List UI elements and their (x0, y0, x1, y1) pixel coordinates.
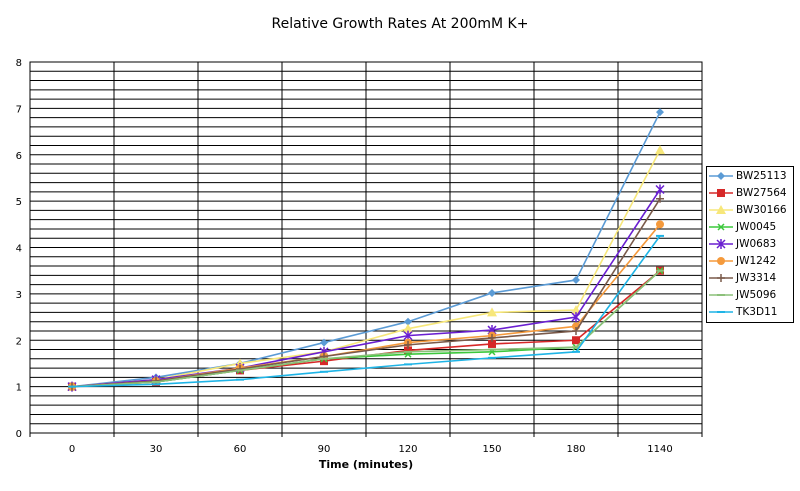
data-point (487, 307, 497, 317)
legend: BW25113 BW27564 BW30166 JW0045 JW0683 JW1242 J… (706, 166, 794, 323)
series-line (71, 270, 661, 388)
series-BW25113 (68, 108, 664, 391)
y-tick-label: 3 (16, 290, 22, 301)
legend-marker (717, 171, 725, 180)
x-tick-label: 120 (398, 444, 417, 455)
data-point (572, 326, 580, 335)
legend-swatch (709, 256, 733, 265)
legend-swatch (709, 171, 733, 180)
legend-label: JW1242 (736, 254, 777, 267)
x-tick-label: 90 (318, 444, 331, 455)
legend-label: JW3314 (736, 271, 777, 284)
y-tick-label: 5 (16, 197, 22, 208)
legend-label: JW0045 (736, 220, 777, 233)
legend-item: JW0045 (707, 218, 793, 235)
legend-label: BW27564 (736, 186, 787, 199)
legend-marker (717, 256, 725, 265)
y-tick-label: 4 (16, 244, 22, 255)
legend-swatch (709, 293, 733, 296)
y-tick-label: 8 (16, 58, 22, 69)
data-point (404, 340, 412, 349)
legend-label: JW5096 (736, 288, 777, 301)
x-tick-label: 0 (69, 444, 75, 455)
data-point (320, 338, 328, 347)
series-TK3D11 (68, 234, 664, 388)
legend-label: JW0683 (736, 237, 777, 250)
y-tick-label: 0 (16, 429, 22, 440)
series-line (71, 111, 661, 388)
data-point (656, 220, 664, 229)
data-point (655, 145, 665, 155)
legend-item: BW30166 (707, 201, 793, 218)
x-axis-label: Time (minutes) (318, 458, 414, 471)
series-line (71, 189, 661, 388)
data-point (572, 336, 580, 345)
data-point (488, 339, 496, 348)
legend-marker (716, 238, 726, 249)
legend-swatch (709, 273, 733, 282)
legend-marker (717, 273, 725, 282)
x-tick-label: 60 (234, 444, 247, 455)
x-tick-label: 30 (150, 444, 163, 455)
data-point (656, 108, 664, 117)
data-point (655, 184, 665, 195)
series-line (71, 198, 661, 388)
y-tick-label: 7 (16, 104, 22, 115)
data-point (571, 312, 581, 323)
data-point (403, 323, 413, 333)
legend-item: TK3D11 (707, 303, 793, 320)
data-point (488, 288, 496, 297)
legend-swatch (709, 310, 733, 313)
data-point (656, 194, 664, 203)
x-tick-label: 180 (566, 444, 585, 455)
x-tick-label: 150 (482, 444, 501, 455)
data-point (572, 275, 580, 284)
legend-swatch (709, 222, 733, 231)
legend-label: BW25113 (736, 169, 787, 182)
legend-marker (717, 222, 725, 231)
data-point (236, 365, 244, 374)
data-point (488, 333, 496, 342)
legend-item: JW5096 (707, 286, 793, 303)
legend-swatch (709, 204, 733, 214)
legend-item: BW27564 (707, 184, 793, 201)
y-tick-label: 2 (16, 336, 22, 347)
legend-label: BW30166 (736, 203, 787, 216)
y-tick-label: 6 (16, 151, 22, 162)
legend-item: BW25113 (707, 167, 793, 184)
legend-swatch (709, 238, 733, 249)
legend-marker (717, 188, 725, 197)
data-point (404, 317, 412, 326)
x-tick-label: 1140 (647, 444, 672, 455)
y-tick-label: 1 (16, 383, 22, 394)
legend-marker (716, 204, 726, 214)
legend-item: JW0683 (707, 235, 793, 252)
series-line (71, 235, 661, 388)
data-point (320, 357, 328, 366)
legend-item: JW3314 (707, 269, 793, 286)
chart-title: Relative Growth Rates At 200mM K+ (271, 16, 529, 32)
legend-swatch (709, 188, 733, 197)
legend-item: JW1242 (707, 252, 793, 269)
plot-border (29, 61, 703, 434)
legend-label: TK3D11 (736, 305, 778, 318)
data-point (404, 346, 412, 355)
